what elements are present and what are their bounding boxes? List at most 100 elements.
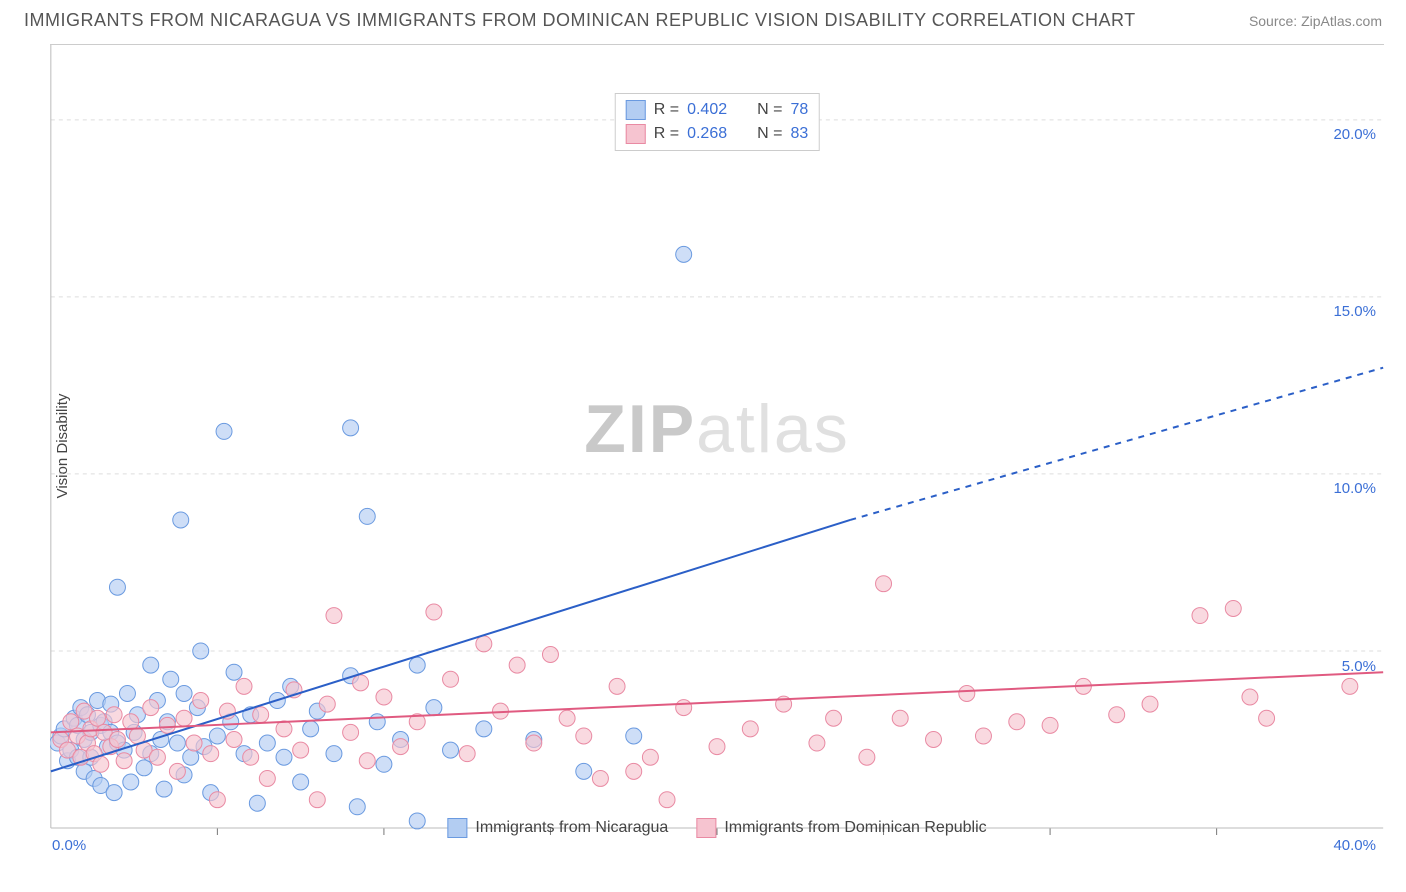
data-point — [293, 774, 309, 790]
data-point — [343, 724, 359, 740]
scatter-plot — [50, 45, 1384, 844]
data-point — [203, 746, 219, 762]
data-point — [259, 735, 275, 751]
data-point — [353, 675, 369, 691]
data-point — [193, 693, 209, 709]
data-point — [143, 700, 159, 716]
data-point — [156, 781, 172, 797]
data-point — [183, 749, 199, 765]
data-point — [626, 728, 642, 744]
legend-r-value: 0.402 — [687, 101, 727, 119]
legend-n-value: 78 — [790, 101, 808, 119]
data-point — [376, 689, 392, 705]
data-point — [709, 739, 725, 755]
data-point — [243, 749, 259, 765]
legend-swatch — [626, 100, 646, 120]
data-point — [169, 735, 185, 751]
data-point — [926, 732, 942, 748]
data-point — [742, 721, 758, 737]
y-tick-label: 10.0% — [1333, 480, 1376, 497]
data-point — [293, 742, 309, 758]
data-point — [1242, 689, 1258, 705]
legend-swatch — [696, 818, 716, 838]
data-point — [476, 636, 492, 652]
data-point — [309, 792, 325, 808]
data-point — [642, 749, 658, 765]
data-point — [159, 717, 175, 733]
data-point — [426, 700, 442, 716]
data-point — [859, 749, 875, 765]
data-point — [1192, 608, 1208, 624]
legend-n-value: 83 — [790, 125, 808, 143]
data-point — [89, 710, 105, 726]
data-point — [1142, 696, 1158, 712]
data-point — [173, 512, 189, 528]
data-point — [176, 710, 192, 726]
legend-swatch — [447, 818, 467, 838]
data-point — [276, 749, 292, 765]
data-point — [209, 792, 225, 808]
legend-series-label: Immigrants from Dominican Republic — [724, 819, 986, 837]
data-point — [809, 735, 825, 751]
data-point — [876, 576, 892, 592]
data-point — [169, 763, 185, 779]
data-point — [226, 664, 242, 680]
data-point — [1042, 717, 1058, 733]
data-point — [459, 746, 475, 762]
data-point — [1342, 678, 1358, 694]
data-point — [116, 753, 132, 769]
y-tick-label: 20.0% — [1333, 126, 1376, 143]
data-point — [676, 246, 692, 262]
data-point — [319, 696, 335, 712]
legend-series-item: Immigrants from Nicaragua — [447, 818, 668, 838]
data-point — [63, 714, 79, 730]
data-point — [509, 657, 525, 673]
data-point — [676, 700, 692, 716]
data-point — [1109, 707, 1125, 723]
data-point — [592, 770, 608, 786]
legend-r-label: R = — [654, 125, 679, 143]
legend-n-label: N = — [757, 125, 782, 143]
data-point — [426, 604, 442, 620]
data-point — [626, 763, 642, 779]
data-point — [576, 728, 592, 744]
data-point — [369, 714, 385, 730]
legend-stats: R =0.402N =78R =0.268N =83 — [615, 93, 820, 151]
data-point — [326, 746, 342, 762]
data-point — [975, 728, 991, 744]
data-point — [359, 753, 375, 769]
data-point — [659, 792, 675, 808]
data-point — [249, 795, 265, 811]
data-point — [443, 742, 459, 758]
data-point — [393, 739, 409, 755]
legend-series: Immigrants from Nicaragua Immigrants from… — [447, 818, 986, 838]
data-point — [376, 756, 392, 772]
trend-line-extrapolated — [850, 368, 1383, 520]
data-point — [276, 721, 292, 737]
data-point — [106, 785, 122, 801]
data-point — [109, 579, 125, 595]
chart-area: ZIPatlas R =0.402N =78R =0.268N =83 Immi… — [50, 44, 1384, 844]
data-point — [163, 671, 179, 687]
data-point — [149, 749, 165, 765]
x-tick-label: 40.0% — [1333, 837, 1376, 854]
data-point — [542, 647, 558, 663]
data-point — [143, 657, 159, 673]
trend-line — [51, 520, 850, 771]
data-point — [609, 678, 625, 694]
data-point — [343, 420, 359, 436]
y-tick-label: 5.0% — [1342, 658, 1376, 675]
data-point — [123, 714, 139, 730]
legend-stat-row: R =0.268N =83 — [626, 122, 809, 146]
legend-swatch — [626, 124, 646, 144]
data-point — [443, 671, 459, 687]
data-point — [576, 763, 592, 779]
data-point — [892, 710, 908, 726]
data-point — [826, 710, 842, 726]
data-point — [106, 707, 122, 723]
x-tick-label: 0.0% — [52, 837, 86, 854]
data-point — [359, 508, 375, 524]
data-point — [109, 732, 125, 748]
data-point — [186, 735, 202, 751]
data-point — [1259, 710, 1275, 726]
